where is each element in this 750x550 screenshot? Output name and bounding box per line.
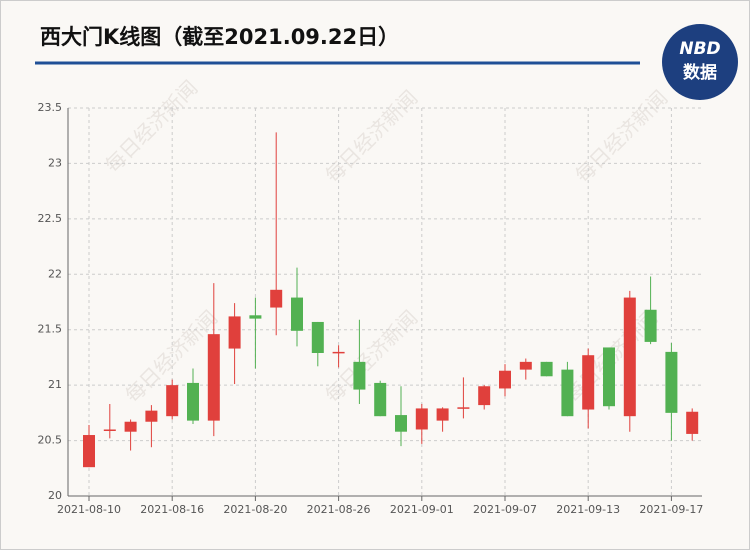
y-tick-label: 23.5	[38, 101, 63, 114]
candle-body	[478, 386, 491, 406]
y-tick-label: 23	[48, 156, 62, 169]
y-tick-label: 21.5	[38, 323, 63, 336]
candle-body	[540, 361, 553, 377]
candle-body	[519, 361, 532, 370]
y-tick-label: 21	[48, 378, 62, 391]
candle-body	[457, 407, 470, 409]
logo	[662, 24, 738, 100]
candle-body	[103, 429, 116, 431]
x-tick-label: 2021-08-20	[223, 503, 287, 516]
logo-text: 数据	[683, 62, 717, 83]
candle-body	[166, 385, 179, 417]
chart-title: 西大门K线图（截至2021.09.22日）	[40, 25, 399, 49]
candle-body	[270, 289, 283, 308]
candle-body	[623, 297, 636, 417]
x-tick-label: 2021-09-13	[556, 503, 620, 516]
y-tick-label: 22.5	[38, 212, 63, 225]
x-tick-label: 2021-09-01	[390, 503, 454, 516]
candle-body	[374, 382, 387, 417]
candle-body	[291, 297, 303, 331]
y-tick-label: 22	[48, 267, 62, 280]
x-tick-label: 2021-09-17	[639, 503, 703, 516]
candle-body	[415, 408, 428, 430]
candle-body	[395, 415, 407, 432]
candle-body	[644, 309, 657, 342]
candle-body	[124, 421, 137, 432]
logo-text: NBD	[679, 39, 720, 59]
candle-body	[436, 408, 449, 421]
candle-body	[499, 370, 511, 389]
candle-body	[228, 316, 241, 349]
candle-body	[582, 355, 595, 410]
y-tick-label: 20.5	[38, 434, 63, 447]
candle-body	[603, 347, 615, 407]
candle-body	[686, 411, 699, 434]
x-tick-label: 2021-08-10	[57, 503, 121, 516]
candle-body	[249, 315, 262, 319]
x-tick-label: 2021-09-07	[473, 503, 537, 516]
candle-body	[187, 382, 199, 421]
y-tick-label: 20	[48, 489, 62, 502]
candle-body	[665, 351, 678, 413]
candle-body	[561, 369, 574, 417]
x-tick-label: 2021-08-16	[140, 503, 204, 516]
candle-body	[145, 410, 158, 422]
candle-body	[207, 334, 220, 421]
candle-body	[83, 435, 95, 468]
candle-body	[332, 351, 345, 354]
candle-body	[353, 361, 366, 390]
candle-body	[311, 321, 324, 353]
x-tick-label: 2021-08-26	[307, 503, 371, 516]
